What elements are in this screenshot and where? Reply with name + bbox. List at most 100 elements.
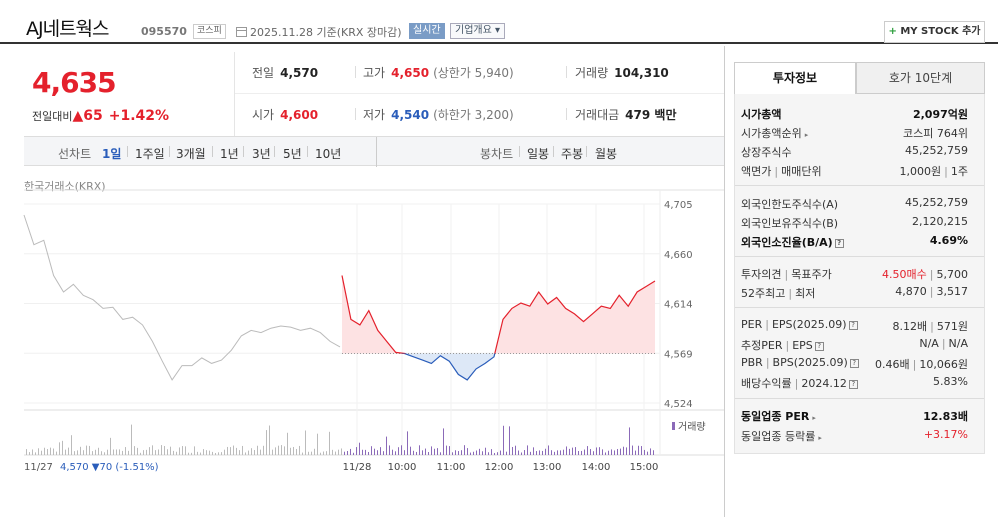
x-tick-label: 12:00 (485, 462, 514, 473)
volume-bar (638, 445, 639, 455)
volume-bar (647, 451, 648, 455)
est-per-label: 추정PER (741, 339, 783, 352)
help-icon[interactable]: ? (848, 380, 858, 389)
stat-separator (355, 108, 356, 120)
volume-bar (134, 446, 135, 455)
volume-bar (320, 452, 321, 455)
volume-bar (341, 448, 342, 455)
investment-info-panel: 시가총액 2,097억원 시가총액순위 ▸ 코스피 764위 상장주식수 45,252,… (734, 94, 985, 454)
volume-bar (260, 449, 261, 455)
per-row: PER | EPS(2025.09)? 8.12배 | 571원 (741, 318, 968, 333)
volume-bar (515, 445, 516, 455)
stat-high: 고가 4,650 (상한가 5,940) (363, 64, 514, 81)
tab-separator (127, 146, 128, 157)
volume-bar (527, 445, 528, 455)
period-1w[interactable]: 1주일 (135, 147, 165, 161)
volume-bar (335, 451, 336, 455)
help-icon[interactable]: ? (848, 321, 858, 330)
candle-monthly[interactable]: 월봉 (595, 147, 618, 161)
period-3y[interactable]: 3년 (252, 147, 271, 161)
volume-bar (206, 450, 207, 455)
volume-bar (53, 448, 54, 455)
period-5y[interactable]: 5년 (283, 147, 302, 161)
stat-amount: 거래대금 479 백만 (575, 106, 676, 123)
chevron-right-icon[interactable]: ▸ (804, 131, 809, 139)
volume-bar (224, 449, 225, 455)
volume-bar (188, 452, 189, 455)
volume-bar (440, 452, 441, 455)
mystock-add-button[interactable]: + MY STOCK 추가 (884, 21, 985, 43)
low-label: 저가 (363, 108, 386, 122)
foreign-limit-label: 외국인한도주식수(A) (741, 198, 839, 211)
volume-bar (464, 445, 465, 455)
volume-bar (47, 449, 48, 455)
opinion-label: 투자의견 (741, 268, 782, 281)
tab-order-book[interactable]: 호가 10단계 (856, 62, 985, 94)
sector-change-row: 동일업종 등락률 ▸ +3.17% (741, 428, 968, 444)
tab-separator (307, 146, 308, 157)
volume-bar (59, 442, 60, 455)
volume-bar (383, 451, 384, 455)
help-icon[interactable]: ? (849, 359, 859, 368)
volume-bar (569, 448, 570, 455)
volume-bar (68, 447, 69, 455)
volume-bar (377, 450, 378, 455)
open-value: 4,600 (280, 108, 319, 122)
period-3m[interactable]: 3개월 (176, 147, 206, 161)
candle-daily[interactable]: 일봉 (527, 147, 550, 161)
volume-bar (77, 450, 78, 455)
volume-bar (593, 451, 594, 455)
volume-bar (302, 452, 303, 455)
volume-bar (629, 427, 630, 455)
volume-bar (644, 449, 645, 455)
realtime-button[interactable]: 실시간 (409, 23, 445, 39)
volume-bar (32, 449, 33, 455)
period-1y[interactable]: 1년 (220, 147, 239, 161)
volume-legend-swatch (672, 422, 675, 430)
volume-bar (311, 451, 312, 455)
trade-unit-label: 매매단위 (781, 165, 822, 178)
candle-weekly[interactable]: 주봉 (561, 147, 584, 161)
panel-divider (724, 46, 725, 517)
period-1d[interactable]: 1일 (102, 147, 122, 161)
sector-change-label: 동일업종 등락률 (741, 430, 816, 443)
volume-bar (167, 449, 168, 455)
period-10y[interactable]: 10년 (315, 147, 342, 161)
volume-bar (524, 450, 525, 455)
volume-bar (449, 446, 450, 455)
company-overview-button[interactable]: 기업개요 ▾ (450, 23, 505, 39)
volume-bar (308, 451, 309, 455)
volume-bar (512, 446, 513, 455)
tab-separator (243, 146, 244, 157)
volume-bar (437, 448, 438, 455)
foreign-ratio-value: 4.69% (929, 234, 968, 247)
tab-investment-info[interactable]: 투자정보 (734, 62, 856, 94)
volume-bar (101, 451, 102, 455)
volume-bar (236, 447, 237, 455)
change-label: 전일대비 (32, 110, 73, 123)
today-series (341, 275, 656, 381)
volume-bar (122, 450, 123, 455)
volume-bar (407, 431, 408, 455)
stock-header: AJ네트웍스 095570 코스피 2025.11.28 기준(KRX 장마감)… (0, 0, 998, 44)
volume-bar (71, 435, 72, 455)
volume-bar (290, 447, 291, 455)
tab-separator (553, 146, 554, 157)
volume-bar (29, 452, 30, 455)
tab-separator (519, 146, 520, 157)
volume-bar (584, 449, 585, 455)
x-tick-label: 15:00 (630, 462, 659, 473)
volume-bar (218, 452, 219, 455)
y-tick-label: 4,524 (664, 399, 693, 410)
tab-underline (856, 93, 985, 94)
par-value: 1,000원 (899, 165, 942, 178)
volume-bar (575, 447, 576, 455)
chevron-right-icon[interactable]: ▸ (818, 434, 822, 442)
stat-separator (566, 66, 567, 78)
chevron-right-icon[interactable]: ▸ (812, 414, 816, 422)
volume-bar (554, 451, 555, 455)
tab-separator (169, 146, 170, 157)
volume-bar (314, 448, 315, 455)
help-icon[interactable]: ? (834, 239, 844, 248)
help-icon[interactable]: ? (814, 342, 824, 351)
